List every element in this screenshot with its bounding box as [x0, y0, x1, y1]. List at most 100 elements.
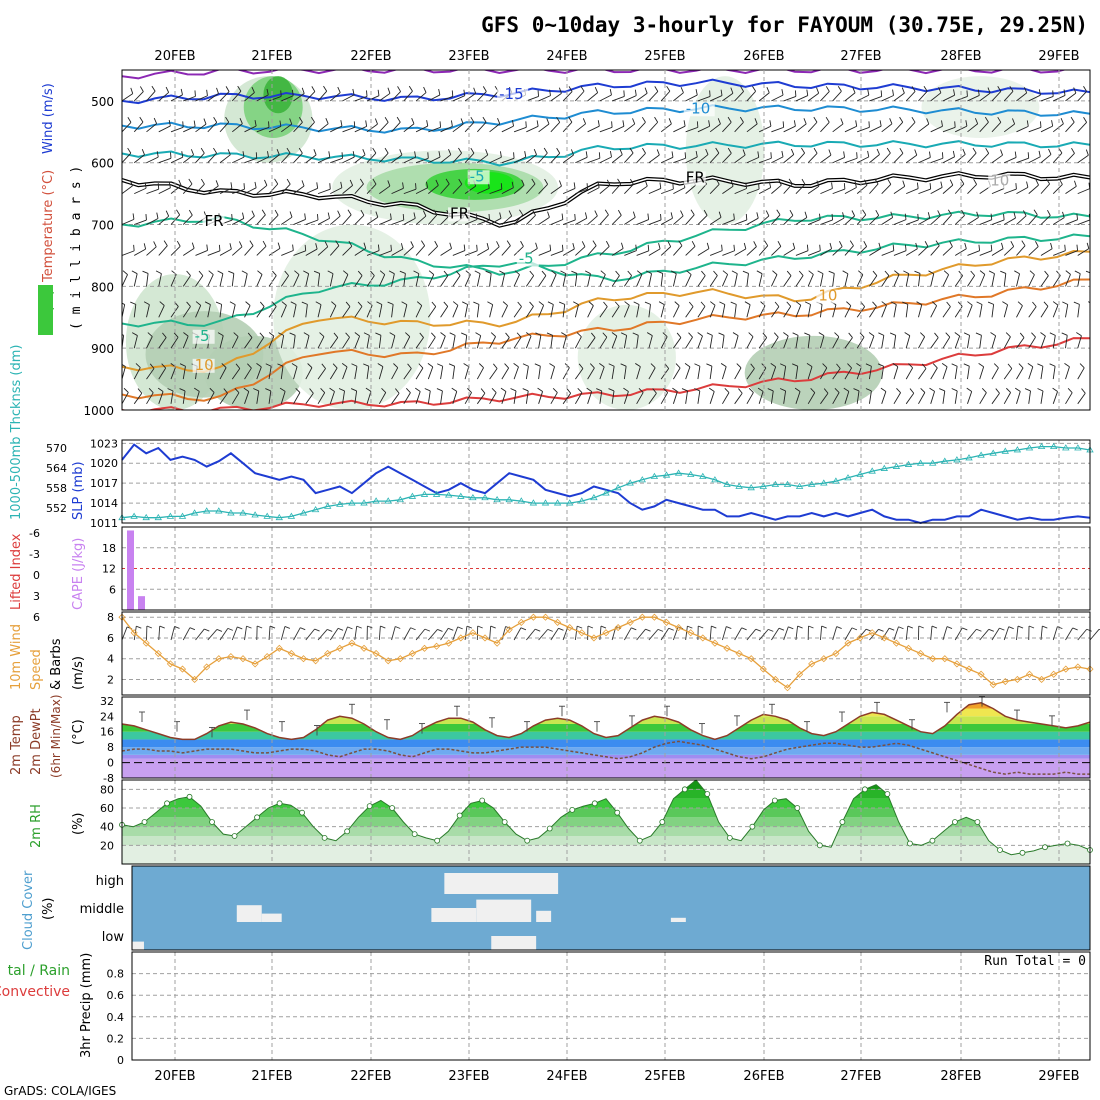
upper-wind-barb [158, 187, 171, 195]
upper-wind-barb-flag [359, 178, 364, 185]
upper-wind-barb-flag [629, 147, 634, 154]
upper-wind-barb [807, 335, 811, 349]
upper-wind-barb-flag [405, 387, 411, 393]
upper-wind-barb-flag [915, 242, 918, 249]
rh-marker [321, 834, 328, 841]
upper-wind-barb-flag [168, 181, 171, 188]
upper-wind-barb-flag [149, 363, 155, 369]
rh-marker [164, 800, 170, 807]
cloud-level-label: middle [80, 902, 124, 917]
upper-wind-barb [868, 366, 872, 380]
wind-speed-marker [1001, 677, 1009, 686]
upper-wind-barb-flag [706, 332, 713, 336]
surface-wind-barb [170, 626, 175, 641]
upper-wind-barb-flag [877, 363, 884, 367]
upper-wind-barb [476, 273, 481, 287]
top-date-label: 20FEB [154, 49, 195, 64]
upper-wind-barb [403, 368, 412, 380]
upper-wind-barb-flag [923, 85, 928, 92]
upper-wind-barb-flag [576, 332, 582, 337]
upper-wind-barb [648, 392, 657, 405]
upper-wind-barb-flag [617, 178, 622, 185]
upper-wind-barb [832, 188, 846, 195]
upper-wind-barb-flag [254, 181, 257, 188]
surface-wind-barb-flag [246, 625, 252, 629]
upper-wind-barb-flag [1092, 333, 1096, 337]
upper-wind-barb-flag [1026, 120, 1029, 127]
upper-wind-barb-flag [921, 363, 927, 369]
thickness-marker [469, 493, 477, 501]
surface-wind-barb-flag [918, 625, 924, 629]
upper-wind-barb [378, 392, 387, 405]
surface-wind-barb-flag [237, 626, 243, 630]
upper-wind-barb [146, 336, 153, 349]
upper-wind-barb [673, 187, 686, 195]
upper-wind-barb-flag [213, 117, 218, 123]
rh-marker [839, 819, 846, 825]
upper-wind-barb-flag [624, 301, 630, 306]
upper-wind-barb [905, 154, 918, 164]
upper-wind-barb [685, 184, 696, 194]
upper-wind-barb-flag [1033, 209, 1038, 216]
upper-wind-barb [1016, 273, 1020, 287]
upper-wind-barb-flag [904, 213, 907, 220]
upper-wind-barb [771, 156, 784, 164]
upper-wind-barb [624, 123, 636, 133]
upper-wind-barb [844, 157, 858, 164]
thickness-marker [565, 499, 574, 506]
upper-wind-barb [158, 273, 162, 287]
cloud-frame [131, 865, 1091, 951]
upper-wind-barb-flag [538, 301, 544, 306]
surface-wind-barb-flag [174, 626, 180, 629]
upper-wind-barb-flag [329, 387, 335, 392]
surface-wind-barb [342, 626, 348, 641]
slp-right-tick: 1011 [90, 517, 118, 530]
upper-wind-barb-flag [476, 244, 478, 251]
upper-wind-barb [660, 273, 664, 287]
upper-wind-barb [280, 335, 285, 349]
upper-wind-barb [133, 273, 138, 287]
upper-wind-barb-flag [949, 179, 954, 186]
upper-wind-barb-flag [816, 180, 820, 187]
upper-wind-barb [587, 157, 600, 164]
upper-wind-barb-flag [1000, 149, 1003, 156]
upper-wind-barb-flag [887, 178, 892, 185]
upper-wind-barb-flag [1062, 301, 1068, 305]
thickness-marker [215, 507, 223, 514]
upper-wind-barb [122, 366, 126, 380]
upper-wind-barb [158, 305, 165, 318]
upper-wind-barb-flag [257, 270, 263, 275]
upper-wind-barb-flag [401, 301, 408, 306]
upper-wind-barb-flag [804, 211, 808, 218]
wind10m-frame [121, 611, 1091, 696]
upper-wind-barb [820, 367, 828, 380]
upper-wind-barb-flag [793, 120, 796, 127]
isotherm-line [122, 210, 1090, 276]
upper-wind-barb-flag [426, 181, 429, 188]
upper-wind-barb-flag [387, 87, 391, 94]
upper-wind-barb-flag [917, 213, 919, 220]
contour-label-bg [988, 174, 1011, 189]
upper-wind-barb-flag [450, 120, 453, 127]
upper-wind-barb [354, 335, 361, 349]
upper-wind-barb [526, 215, 536, 225]
upper-wind-barb [771, 214, 781, 225]
surface-wind-barb-flag [284, 626, 291, 629]
surface-wind-barb-flag [300, 627, 306, 631]
surface-wind-barb [1077, 628, 1088, 641]
upper-wind-barb-flag [335, 240, 340, 246]
wind-speed-marker [312, 657, 320, 665]
upper-wind-barb-flag [825, 86, 830, 92]
upper-wind-barb-flag [596, 388, 602, 392]
wind-speed-marker [554, 618, 562, 626]
upper-wind-barb [366, 366, 370, 380]
upper-wind-barb-flag [781, 89, 784, 96]
upper-wind-barb-flag [259, 332, 265, 338]
upper-wind-barb [268, 390, 272, 404]
upper-wind-barb-flag [701, 270, 706, 276]
upper-wind-barb [795, 335, 799, 349]
wind-y-tick: 8 [107, 611, 114, 624]
upper-wind-barb [513, 184, 525, 194]
upper-wind-barb-flag [413, 212, 416, 219]
upper-wind-barb-flag [572, 243, 575, 250]
